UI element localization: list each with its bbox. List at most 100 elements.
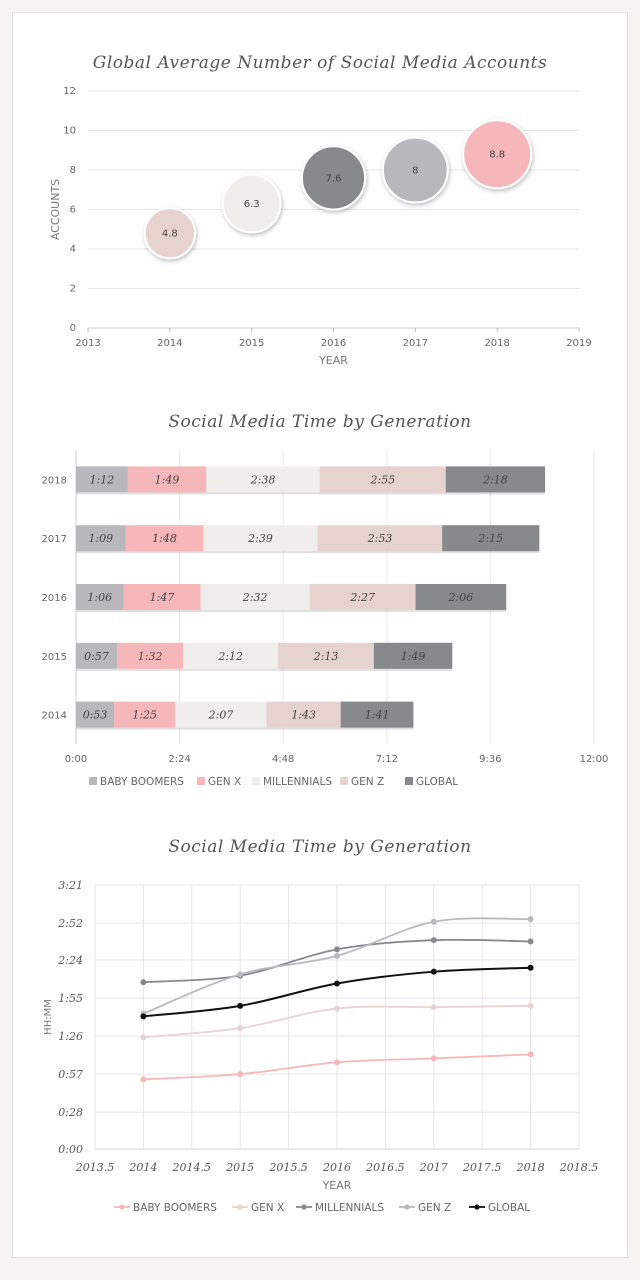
- legend-label: GEN Z: [418, 1202, 451, 1214]
- bar-segment-label: 2:06: [448, 591, 474, 604]
- bar-segment-label: 1:06: [87, 591, 112, 604]
- x-tick-label: 2019: [566, 338, 591, 349]
- legend-marker: [301, 1204, 307, 1210]
- bubble-value-label: 8.8: [489, 150, 505, 161]
- chart-card: Global Average Number of Social Media Ac…: [12, 12, 628, 1258]
- x-tick-label: 2016: [321, 338, 346, 349]
- data-point: [527, 1051, 534, 1058]
- y-tick-label: 0:57: [58, 1068, 83, 1081]
- bar-segment-label: 2:15: [477, 532, 503, 545]
- bar-segment-label: 2:13: [313, 650, 339, 663]
- bar-segment: [183, 642, 279, 669]
- legend-marker: [404, 1204, 410, 1210]
- bar-segment: [127, 466, 207, 493]
- data-point: [430, 918, 437, 925]
- bar-segment: [206, 466, 320, 493]
- bubble-value-label: 4.8: [162, 229, 178, 240]
- stacked-bar-chart-title: Social Media Time by Generation: [168, 412, 472, 432]
- data-point: [334, 946, 340, 953]
- y-category-label: 2017: [42, 534, 67, 545]
- data-point: [334, 1059, 340, 1066]
- bar-segment: [415, 584, 507, 610]
- bar-segment-label: 1:09: [88, 532, 113, 545]
- bar-segment: [76, 466, 128, 493]
- legend-label: BABY BOOMERS: [133, 1202, 217, 1214]
- legend-swatch: [89, 777, 97, 785]
- y-axis-label: HH:MM: [43, 999, 54, 1035]
- bar-segment: [114, 701, 176, 728]
- bar-segment-label: 1:12: [90, 473, 115, 486]
- data-point: [430, 937, 437, 944]
- bar-segment-label: 1:32: [138, 650, 163, 663]
- legend-marker: [237, 1204, 243, 1210]
- bubble-value-label: 6.3: [244, 199, 260, 210]
- bubble-value-label: 7.6: [326, 173, 342, 184]
- bar-segment-label: 1:49: [401, 650, 426, 663]
- bar-segment-label: 1:49: [155, 473, 180, 486]
- data-point: [527, 938, 534, 945]
- bar-segment: [76, 642, 118, 669]
- bar-segment-label: 1:48: [152, 532, 177, 545]
- bar-segment-label: 2:12: [217, 650, 243, 663]
- bar-segment: [175, 701, 267, 728]
- y-category-label: 2018: [42, 475, 67, 486]
- bar-segment: [125, 525, 204, 552]
- data-point: [334, 980, 340, 987]
- legend-label: GLOBAL: [416, 776, 458, 788]
- legend-swatch: [252, 777, 260, 785]
- legend-label: BABY BOOMERS: [100, 776, 184, 788]
- legend-swatch: [405, 777, 413, 785]
- x-tick-label: 2015.5: [268, 1161, 308, 1174]
- x-tick-label: 2016.5: [365, 1161, 405, 1174]
- legend-label: MILLENNIALS: [263, 776, 332, 788]
- x-tick-label: 12:00: [580, 754, 609, 765]
- x-tick-label: 4:48: [272, 754, 294, 765]
- legend-swatch: [197, 777, 205, 785]
- x-tick-label: 2013: [75, 338, 100, 349]
- x-tick-label: 2015: [239, 338, 264, 349]
- y-tick-label: 0:28: [58, 1106, 83, 1119]
- data-point: [334, 1005, 340, 1012]
- bar-segment-label: 1:41: [365, 709, 390, 722]
- y-axis-label: ACCOUNTS: [49, 179, 62, 240]
- bubble-chart-title: Global Average Number of Social Media Ac…: [92, 53, 548, 73]
- data-point: [334, 952, 340, 959]
- legend-marker: [119, 1204, 125, 1210]
- bubble-chart: 0 2 4 6 8 10 12 2013 2014 2015 2016 2017 2018 2019 YEA…: [49, 86, 592, 367]
- x-tick-label: 2018.5: [559, 1161, 599, 1174]
- bubble-value-label: 8: [412, 166, 418, 177]
- data-point: [430, 1055, 437, 1062]
- bar-segment: [373, 642, 453, 669]
- bar-segment: [203, 525, 318, 552]
- bar-segment-label: 2:32: [242, 591, 268, 604]
- bar-segment-label: 2:53: [367, 532, 393, 545]
- x-tick-label: 2016: [322, 1161, 351, 1174]
- data-point: [527, 916, 534, 923]
- data-point: [430, 1004, 437, 1011]
- data-point: [237, 1002, 244, 1009]
- data-point: [140, 1034, 147, 1041]
- bubble: [221, 173, 282, 234]
- y-tick-label: 12: [63, 86, 76, 97]
- bubble: [462, 119, 533, 190]
- legend-marker: [474, 1204, 480, 1210]
- bar-segment-label: 0:53: [83, 709, 108, 722]
- bar-segment: [76, 584, 124, 610]
- bubble: [143, 207, 196, 260]
- bar-segment-label: 2:38: [250, 473, 276, 486]
- x-tick-label: 2017.5: [462, 1161, 502, 1174]
- legend-label: GEN X: [208, 776, 241, 788]
- x-tick-label: 7:12: [376, 754, 398, 765]
- x-tick-label: 2:24: [168, 754, 190, 765]
- bar-segment: [309, 584, 416, 610]
- bar-segment-label: 0:57: [84, 650, 109, 663]
- data-point: [237, 1071, 244, 1078]
- bar-segment: [76, 701, 115, 728]
- legend-label: MILLENNIALS: [315, 1202, 384, 1214]
- data-point: [140, 1013, 147, 1020]
- stacked-bar-chart: 0:00 2:24 4:48 7:12 9:36 12:00 2018 1:12 1:49 2:3…: [42, 450, 609, 788]
- x-axis-label: YEAR: [318, 354, 348, 367]
- bar-segment: [319, 466, 446, 493]
- data-point: [527, 964, 534, 971]
- y-category-label: 2014: [42, 711, 67, 722]
